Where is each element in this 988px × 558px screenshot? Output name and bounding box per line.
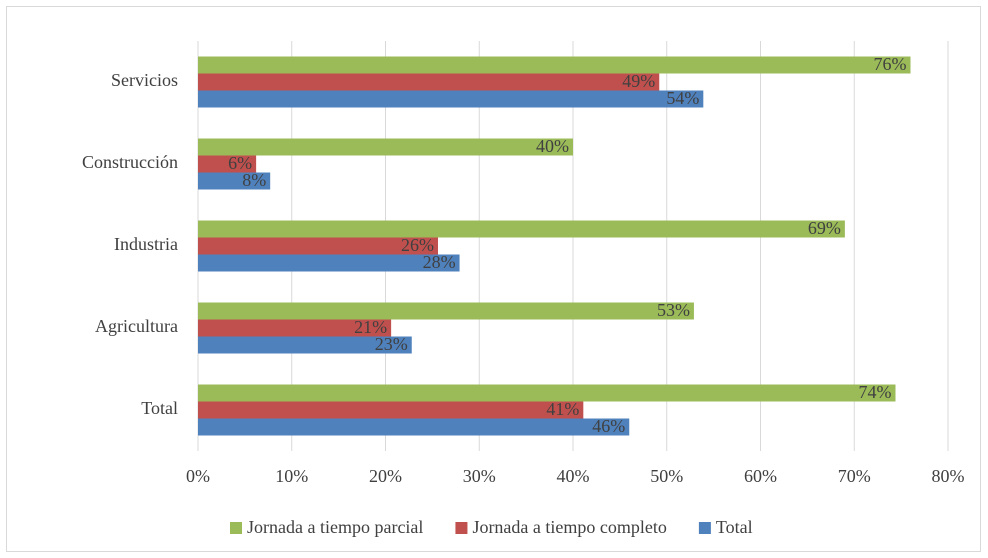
y-tick-label: Agricultura bbox=[95, 316, 178, 336]
y-tick-label: Industria bbox=[114, 234, 178, 254]
bar bbox=[198, 138, 573, 156]
legend-swatch bbox=[230, 522, 242, 534]
legend-swatch bbox=[698, 522, 711, 534]
bar bbox=[198, 56, 911, 74]
bar bbox=[198, 90, 704, 108]
bar bbox=[198, 418, 630, 436]
x-tick-label: 80% bbox=[932, 466, 965, 486]
data-label: 21% bbox=[354, 317, 387, 337]
data-label: 76% bbox=[874, 54, 907, 74]
x-tick-label: 10% bbox=[275, 466, 308, 486]
data-label: 41% bbox=[546, 399, 579, 419]
y-tick-label: Construcción bbox=[82, 152, 178, 172]
x-tick-label: 70% bbox=[838, 466, 871, 486]
bar bbox=[198, 155, 257, 173]
bar bbox=[198, 401, 584, 419]
x-tick-label: 30% bbox=[463, 466, 496, 486]
data-label: 6% bbox=[228, 153, 252, 173]
data-label: 74% bbox=[859, 382, 892, 402]
bar bbox=[198, 237, 438, 255]
legend-label: Total bbox=[716, 517, 753, 537]
x-tick-label: 0% bbox=[186, 466, 210, 486]
legend-label: Jornada a tiempo completo bbox=[472, 517, 666, 537]
data-label: 28% bbox=[423, 252, 456, 272]
x-tick-label: 50% bbox=[650, 466, 683, 486]
data-label: 54% bbox=[666, 88, 699, 108]
bar bbox=[198, 220, 845, 238]
bar bbox=[198, 302, 694, 320]
y-tick-label: Total bbox=[141, 398, 178, 418]
data-label: 26% bbox=[401, 235, 434, 255]
bar bbox=[198, 319, 392, 337]
data-label: 49% bbox=[622, 71, 655, 91]
x-tick-label: 20% bbox=[369, 466, 402, 486]
data-label: 8% bbox=[242, 170, 266, 190]
data-label: 23% bbox=[375, 334, 408, 354]
data-label: 46% bbox=[592, 416, 625, 436]
bar bbox=[198, 172, 271, 190]
data-label: 53% bbox=[657, 300, 690, 320]
data-label: 40% bbox=[536, 136, 569, 156]
y-tick-label: Servicios bbox=[111, 70, 178, 90]
x-tick-label: 40% bbox=[557, 466, 590, 486]
bar bbox=[198, 384, 896, 402]
bar bbox=[198, 254, 460, 272]
legend-swatch bbox=[455, 522, 468, 534]
legend-label: Jornada a tiempo parcial bbox=[247, 517, 423, 537]
data-label: 69% bbox=[808, 218, 841, 238]
x-tick-label: 60% bbox=[744, 466, 777, 486]
bar bbox=[198, 73, 660, 91]
bar bbox=[198, 336, 412, 354]
